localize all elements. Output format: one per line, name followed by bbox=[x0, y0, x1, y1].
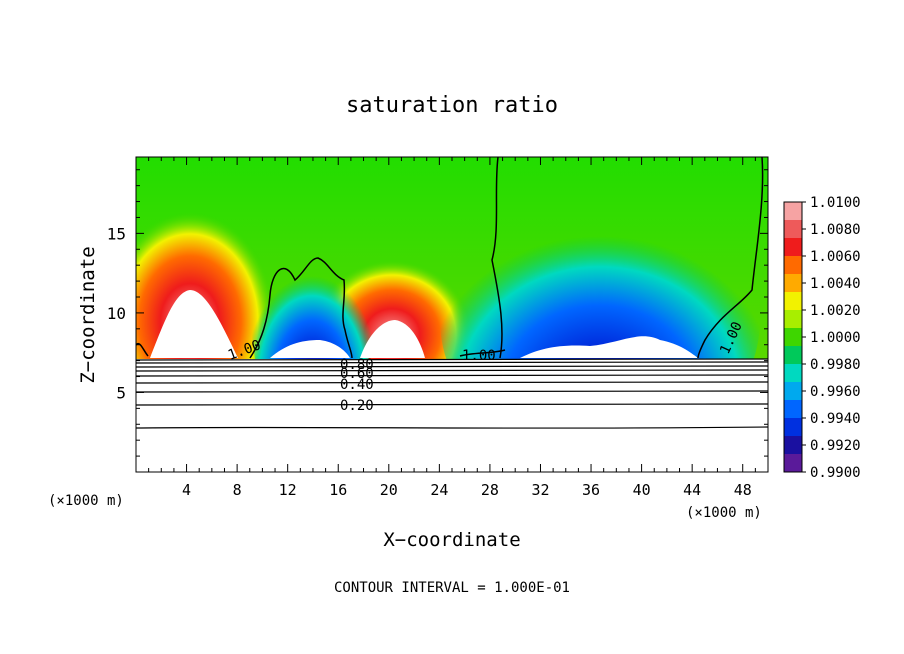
x-tick-label: 36 bbox=[582, 481, 600, 499]
x-axis: 4 8 12 16 20 24 28 32 36 40 44 48 bbox=[148, 157, 756, 499]
field-gap bbox=[150, 290, 238, 358]
colorbar-swatch bbox=[784, 328, 802, 347]
colorbar-swatch bbox=[784, 310, 802, 329]
contour-line bbox=[135, 358, 769, 361]
contour-label: 0.60 bbox=[340, 366, 374, 382]
x-tick-label: 4 bbox=[182, 481, 191, 499]
y-axis: 5 10 15 bbox=[107, 169, 768, 457]
plot-area bbox=[136, 157, 768, 359]
colorbar-swatch bbox=[784, 274, 802, 293]
field-gap bbox=[520, 336, 698, 358]
x-tick-label: 16 bbox=[329, 481, 347, 499]
contour-line bbox=[459, 349, 506, 357]
contour-label: 1.00 bbox=[462, 348, 496, 364]
colorbar-swatch bbox=[784, 364, 802, 383]
contour-line bbox=[249, 257, 353, 359]
colorbar-labels: 1.0100 1.0080 1.0060 1.0040 1.0020 1.0000 0.99… bbox=[802, 195, 861, 481]
colorbar-label: 0.9960 bbox=[810, 384, 861, 400]
contour-line bbox=[136, 343, 149, 357]
contour-interval-note: CONTOUR INTERVAL = 1.000E-01 bbox=[334, 580, 570, 596]
colorbar-swatch bbox=[784, 418, 802, 437]
contour-line bbox=[135, 426, 769, 429]
x-tick-label: 44 bbox=[683, 481, 701, 499]
colorbar-label: 1.0020 bbox=[810, 303, 861, 319]
x-axis-label: X−coordinate bbox=[383, 529, 520, 551]
field-cool-cell bbox=[252, 240, 372, 359]
colorbar-swatch bbox=[784, 346, 802, 365]
colorbar-label: 1.0000 bbox=[810, 330, 861, 346]
x-tick-label: 24 bbox=[430, 481, 448, 499]
x-tick-label: 48 bbox=[734, 481, 752, 499]
colorbar-swatch bbox=[784, 400, 802, 419]
colorbar-label: 0.9920 bbox=[810, 438, 861, 454]
y-axis-label: Z−coordinate bbox=[77, 246, 99, 383]
colorbar-label: 0.9940 bbox=[810, 411, 861, 427]
contour-line bbox=[135, 361, 769, 364]
colorbar-swatch bbox=[784, 202, 802, 221]
colorbar-label: 0.9900 bbox=[810, 465, 861, 481]
contour-line bbox=[135, 369, 769, 372]
colorbar-swatch bbox=[784, 454, 802, 473]
colorbar-label: 1.0080 bbox=[810, 222, 861, 238]
y-tick-label: 5 bbox=[116, 383, 126, 402]
contour-line bbox=[491, 157, 503, 359]
x-tick-label: 28 bbox=[481, 481, 499, 499]
x-tick-label: 12 bbox=[279, 481, 297, 499]
x-tick-label: 32 bbox=[531, 481, 549, 499]
contour-label: 0.80 bbox=[340, 357, 374, 373]
chart-title: saturation ratio bbox=[346, 93, 558, 118]
contour-stack bbox=[135, 358, 769, 429]
x-unit-right: (×1000 m) bbox=[686, 505, 762, 521]
contour-line bbox=[135, 381, 769, 384]
field-gap bbox=[270, 340, 350, 358]
colorbar-swatch bbox=[784, 436, 802, 455]
colorbar-label: 0.9980 bbox=[810, 357, 861, 373]
colorbar-label: 1.0040 bbox=[810, 276, 861, 292]
contour-label: 0.40 bbox=[340, 377, 374, 393]
colorbar-swatch bbox=[784, 238, 802, 257]
colorbar-label: 1.0100 bbox=[810, 195, 861, 211]
colorbar-swatch bbox=[784, 382, 802, 401]
y-tick-label: 10 bbox=[107, 304, 126, 323]
contour-line bbox=[135, 374, 769, 377]
colorbar bbox=[784, 202, 802, 473]
contour-line bbox=[135, 403, 769, 406]
field-cool-cell bbox=[440, 180, 760, 359]
field-gap bbox=[360, 320, 425, 358]
x-tick-label: 40 bbox=[633, 481, 651, 499]
contour-line bbox=[135, 365, 769, 368]
colorbar-swatch bbox=[784, 292, 802, 311]
x-unit-left: (×1000 m) bbox=[48, 493, 124, 509]
colorbar-label: 1.0060 bbox=[810, 249, 861, 265]
contour-line bbox=[697, 157, 764, 359]
contour-label: 0.20 bbox=[340, 398, 374, 414]
colorbar-swatch bbox=[784, 256, 802, 275]
colorbar-swatch bbox=[784, 220, 802, 239]
y-tick-label: 15 bbox=[107, 224, 126, 243]
x-tick-label: 8 bbox=[233, 481, 242, 499]
contour-line bbox=[135, 390, 769, 393]
x-tick-label: 20 bbox=[380, 481, 398, 499]
